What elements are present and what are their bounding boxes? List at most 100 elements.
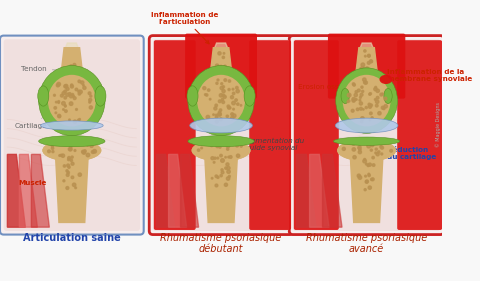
Circle shape (217, 79, 219, 81)
Circle shape (71, 85, 73, 88)
Circle shape (217, 157, 219, 159)
Circle shape (369, 93, 371, 95)
Ellipse shape (38, 86, 49, 106)
Circle shape (367, 144, 371, 148)
Circle shape (221, 159, 224, 162)
Circle shape (369, 93, 372, 95)
Circle shape (360, 120, 363, 123)
Circle shape (58, 102, 60, 103)
Circle shape (214, 107, 217, 110)
Circle shape (83, 86, 86, 89)
Circle shape (89, 101, 91, 103)
Polygon shape (360, 43, 373, 48)
Circle shape (366, 85, 369, 88)
Circle shape (216, 144, 219, 148)
Circle shape (221, 73, 223, 75)
Circle shape (201, 147, 203, 149)
Circle shape (73, 97, 76, 99)
FancyBboxPatch shape (154, 40, 196, 230)
Circle shape (360, 67, 363, 70)
Circle shape (360, 107, 362, 110)
Circle shape (70, 146, 72, 148)
Circle shape (214, 157, 216, 159)
Circle shape (226, 115, 228, 117)
Circle shape (68, 157, 71, 159)
Circle shape (228, 80, 230, 82)
Circle shape (236, 86, 238, 89)
Circle shape (70, 65, 73, 68)
Circle shape (359, 102, 362, 105)
Circle shape (232, 88, 234, 90)
Polygon shape (31, 154, 49, 227)
Ellipse shape (48, 75, 96, 126)
Circle shape (358, 89, 360, 92)
Ellipse shape (341, 89, 349, 104)
Circle shape (384, 105, 387, 108)
Circle shape (213, 114, 214, 115)
Circle shape (370, 141, 372, 144)
Circle shape (365, 175, 367, 177)
Circle shape (215, 120, 218, 123)
Circle shape (228, 156, 229, 158)
Circle shape (227, 177, 230, 180)
Circle shape (356, 108, 359, 111)
Circle shape (368, 55, 370, 57)
Circle shape (86, 144, 89, 146)
Circle shape (237, 103, 239, 105)
Circle shape (222, 94, 225, 97)
Ellipse shape (197, 75, 245, 126)
Polygon shape (310, 154, 329, 227)
Circle shape (218, 113, 221, 116)
Circle shape (78, 80, 81, 83)
Circle shape (368, 54, 370, 57)
Circle shape (375, 86, 377, 88)
Circle shape (218, 111, 221, 114)
Circle shape (89, 98, 92, 101)
Ellipse shape (343, 75, 391, 126)
Circle shape (228, 175, 230, 177)
Circle shape (54, 106, 57, 109)
Circle shape (89, 101, 91, 103)
Circle shape (215, 104, 217, 106)
Circle shape (224, 79, 227, 81)
Circle shape (361, 90, 364, 92)
Circle shape (78, 90, 80, 92)
Circle shape (218, 100, 221, 103)
Circle shape (348, 100, 350, 102)
Ellipse shape (197, 75, 245, 126)
Ellipse shape (334, 137, 400, 145)
Circle shape (72, 94, 74, 96)
Circle shape (204, 94, 206, 95)
Circle shape (236, 86, 238, 89)
Circle shape (220, 142, 222, 144)
Circle shape (353, 156, 356, 159)
Polygon shape (65, 43, 78, 48)
Circle shape (237, 154, 240, 157)
Circle shape (63, 180, 65, 182)
Circle shape (223, 67, 224, 69)
Polygon shape (215, 43, 228, 48)
Circle shape (203, 87, 206, 90)
Text: Inflammation de la
membrane synoviale: Inflammation de la membrane synoviale (387, 69, 472, 82)
Circle shape (232, 142, 235, 145)
Circle shape (90, 144, 93, 147)
Circle shape (233, 108, 234, 110)
Polygon shape (156, 154, 175, 227)
Circle shape (55, 112, 57, 114)
Circle shape (51, 144, 54, 147)
Circle shape (364, 77, 367, 80)
Ellipse shape (187, 86, 198, 106)
Circle shape (365, 181, 368, 183)
Circle shape (223, 53, 225, 54)
Circle shape (226, 163, 229, 166)
Circle shape (222, 66, 225, 69)
Ellipse shape (380, 75, 393, 84)
Circle shape (370, 60, 372, 63)
Circle shape (371, 144, 374, 147)
Ellipse shape (337, 139, 396, 162)
Circle shape (60, 154, 62, 156)
Circle shape (74, 81, 76, 83)
Circle shape (360, 93, 363, 96)
Circle shape (211, 177, 213, 179)
Circle shape (231, 113, 234, 115)
